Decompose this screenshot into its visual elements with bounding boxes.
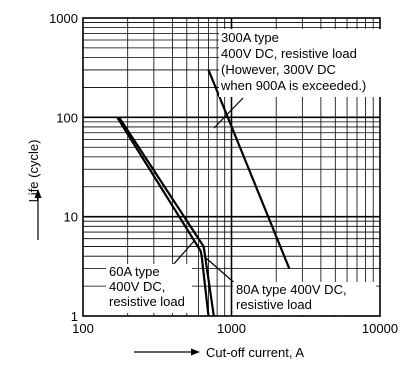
series-line-80a (118, 116, 215, 317)
y-tick-label: 1 (71, 309, 78, 324)
annotation-300a-line: 400V DC, resistive load (221, 46, 357, 61)
y-tick-label: 1000 (49, 11, 78, 26)
annotation-300a-line: when 900A is exceeded.) (220, 78, 366, 93)
series-line-60a (116, 116, 210, 317)
annotation-60a-line: resistive load (109, 294, 185, 309)
annotation-300a-bg (219, 29, 381, 97)
leader-60a (171, 239, 196, 267)
x-tick-label: 10000 (362, 321, 398, 336)
tick-labels: 100 1000 10000 1 10 100 1000 (49, 11, 398, 336)
series-line-300a (207, 69, 291, 270)
y-axis-arrow (34, 189, 42, 240)
annotation-leaders (171, 97, 244, 287)
y-tick-label: 10 (64, 210, 78, 225)
series-layer (116, 69, 291, 317)
plot-frame (82, 17, 381, 317)
annotation-300a-line: 300A type (221, 30, 279, 45)
x-tick-label: 1000 (217, 321, 246, 336)
leader-300a (213, 97, 244, 129)
annotation-60a-line: 60A type (109, 264, 160, 279)
x-axis-label: Cut-off current, A (206, 345, 304, 360)
annotation-80a-line: resistive load (236, 297, 312, 312)
y-tick-label: 100 (56, 110, 78, 125)
annotation-80a-line: 80A type 400V DC, (236, 282, 347, 297)
x-axis-arrow (134, 348, 200, 356)
x-tick-label: 100 (72, 321, 94, 336)
annotation-80a-bg (233, 282, 376, 315)
y-axis-label: Life (cycle) (26, 140, 41, 203)
leader-80a (205, 257, 239, 287)
annotation-60a-bg (106, 264, 192, 313)
annotation-300a-line: (However, 300V DC (221, 62, 336, 77)
annotation-60a-line: 400V DC, (109, 279, 165, 294)
